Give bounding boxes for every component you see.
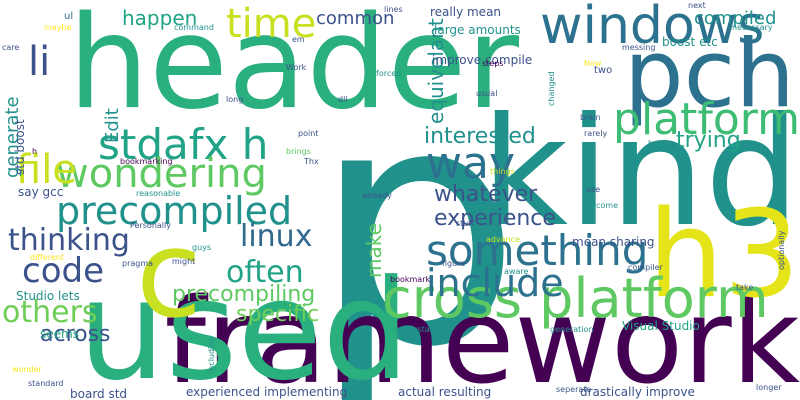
cloud-word: specific (236, 304, 319, 326)
cloud-word: whatever (434, 184, 537, 206)
cloud-word: Edit (104, 108, 122, 143)
cloud-word: figure (442, 260, 465, 268)
cloud-word: Visual Studio (622, 320, 700, 332)
cloud-word: use (586, 186, 600, 194)
cloud-word: seperate (556, 386, 591, 394)
cloud-word: Work (286, 64, 306, 72)
cloud-word: already (362, 192, 392, 200)
cloud-word: tasks (374, 182, 395, 190)
cloud-word: ul (64, 12, 73, 22)
cloud-word: standard (28, 380, 63, 388)
cloud-word: really mean (430, 6, 501, 18)
cloud-word: usual (476, 90, 497, 98)
cloud-word: aware (504, 268, 528, 276)
cloud-word: things (490, 168, 515, 176)
cloud-word: pragma (122, 260, 153, 268)
cloud-word: steps (482, 60, 503, 68)
cloud-word: make (364, 223, 384, 278)
cloud-word: bookmark (390, 276, 430, 284)
cloud-word: brings (286, 148, 311, 156)
cloud-word: thinking (8, 226, 130, 256)
cloud-word: include (426, 264, 564, 302)
cloud-word: compiler (628, 264, 663, 272)
cloud-word: dll (338, 96, 348, 104)
cloud-word: actual resulting (398, 386, 491, 398)
cloud-word: understanding (394, 326, 452, 334)
cloud-word: come (596, 202, 618, 210)
cloud-word: say gcc (18, 186, 63, 198)
cloud-word: longer (756, 384, 781, 392)
cloud-word: board std (70, 388, 127, 400)
cloud-word: necessary (732, 24, 773, 32)
cloud-word: brain (580, 114, 601, 122)
cloud-word: different (30, 254, 64, 262)
cloud-word: optionally (778, 231, 786, 270)
cloud-word: drastically improve (580, 386, 695, 398)
cloud-word: long (226, 96, 243, 104)
cloud-word: including (208, 337, 216, 373)
cloud-word: generation (550, 326, 594, 334)
cloud-word: help (648, 140, 665, 148)
cloud-word: bookmarking (120, 158, 173, 166)
cloud-word: wonder (12, 366, 42, 374)
cloud-word: guys (192, 244, 211, 252)
cloud-word: might (172, 258, 195, 266)
cloud-word: two (594, 66, 612, 76)
cloud-word: stuff (456, 220, 474, 228)
cloud-word: Personally (130, 222, 171, 230)
cloud-word: point (298, 130, 318, 138)
cloud-word: rarely (584, 130, 607, 138)
cloud-word: em (292, 36, 305, 44)
cloud-word: std boost (14, 119, 26, 175)
cloud-word: command (174, 24, 214, 32)
cloud-word: mean sharing (572, 236, 655, 248)
cloud-word: reasonable (136, 190, 180, 198)
cloud-word: forced (376, 70, 401, 78)
cloud-word: seems (40, 328, 79, 340)
cloud-word: c (136, 216, 202, 336)
cloud-word: next (688, 2, 706, 10)
cloud-word: messing (622, 44, 655, 52)
cloud-word: li (28, 42, 50, 82)
cloud-word: Studio lets (16, 290, 80, 302)
cloud-word: advance (486, 236, 520, 244)
cloud-word: common (316, 10, 394, 28)
cloud-word: maybe (44, 24, 71, 32)
cloud-word: care (2, 44, 19, 52)
cloud-word: linux (240, 222, 312, 252)
cloud-word: take (736, 284, 753, 292)
cloud-word: large amounts (434, 24, 521, 36)
cloud-word: interested (424, 126, 536, 148)
cloud-word: experience (434, 208, 556, 230)
cloud-word: Thx (304, 158, 319, 166)
cloud-word: boost etc (662, 36, 718, 48)
cloud-word: lines (384, 6, 403, 14)
cloud-word: h (32, 148, 37, 156)
cloud-word: changed (548, 71, 556, 106)
cloud-word: trying (676, 130, 741, 152)
cloud-word: experienced implementing (186, 386, 347, 398)
